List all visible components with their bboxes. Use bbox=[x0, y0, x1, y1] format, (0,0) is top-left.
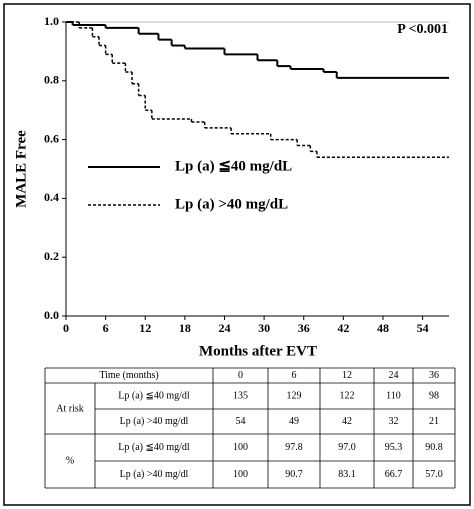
table-cell: 32 bbox=[389, 416, 399, 427]
table-row-label: Lp (a) ≦40 mg/dl bbox=[118, 390, 190, 401]
table-header: 24 bbox=[389, 370, 399, 381]
table-cell: 66.7 bbox=[385, 469, 403, 480]
table-cell: 100 bbox=[233, 469, 248, 480]
risk-table: Time (months) 0 6 12 24 36 At risk Lp (a) ≦40 m… bbox=[44, 367, 456, 489]
table-cell: 135 bbox=[233, 390, 248, 401]
x-tick-label: 54 bbox=[417, 321, 429, 335]
table-header: Time (months) bbox=[99, 370, 158, 381]
table-cell: 42 bbox=[342, 416, 352, 427]
y-tick-label: 0.6 bbox=[44, 131, 59, 145]
x-axis-label: Months after EVT bbox=[199, 343, 317, 359]
table-header: 6 bbox=[292, 370, 297, 381]
table-cell: 21 bbox=[429, 416, 439, 427]
y-tick-label: 0.0 bbox=[44, 308, 59, 322]
table-row-label: Lp (a) >40 mg/dl bbox=[120, 469, 189, 480]
table-cell: 83.1 bbox=[338, 469, 356, 480]
y-axis-label: MALE Free bbox=[13, 130, 29, 208]
table-header: 0 bbox=[238, 370, 243, 381]
table-cell: 97.8 bbox=[285, 442, 303, 453]
x-tick-label: 30 bbox=[258, 321, 270, 335]
x-tick-label: 18 bbox=[179, 321, 191, 335]
table-row-label: Lp (a) ≦40 mg/dl bbox=[118, 442, 190, 453]
legend-label: Lp (a) ≦40 mg/dL bbox=[175, 158, 292, 174]
table-cell: 90.8 bbox=[425, 442, 443, 453]
x-tick-label: 6 bbox=[103, 321, 109, 335]
x-tick-label: 0 bbox=[63, 321, 69, 335]
table-group-label: At risk bbox=[56, 403, 84, 414]
table-cell: 110 bbox=[386, 390, 401, 401]
table-row-label: Lp (a) >40 mg/dl bbox=[120, 416, 189, 427]
x-tick-label: 12 bbox=[139, 321, 151, 335]
legend-label: Lp (a) >40 mg/dL bbox=[175, 196, 288, 212]
y-tick-label: 0.4 bbox=[44, 190, 59, 204]
x-tick-label: 24 bbox=[218, 321, 230, 335]
y-tick-label: 1.0 bbox=[44, 14, 59, 28]
table-cell: 122 bbox=[340, 390, 355, 401]
p-value: P <0.001 bbox=[397, 22, 448, 37]
x-tick-label: 48 bbox=[377, 321, 389, 335]
table-cell: 57.0 bbox=[425, 469, 443, 480]
table-cell: 100 bbox=[233, 442, 248, 453]
table-cell: 90.7 bbox=[285, 469, 303, 480]
table-cell: 49 bbox=[289, 416, 299, 427]
table-header: 36 bbox=[429, 370, 439, 381]
x-tick-label: 36 bbox=[298, 321, 310, 335]
y-tick-label: 0.8 bbox=[44, 73, 59, 87]
y-tick-label: 0.2 bbox=[44, 249, 59, 263]
table-cell: 98 bbox=[429, 390, 439, 401]
table-group-label: % bbox=[66, 455, 74, 466]
table-cell: 129 bbox=[287, 390, 302, 401]
x-tick-label: 42 bbox=[337, 321, 349, 335]
table-cell: 54 bbox=[236, 416, 246, 427]
table-cell: 97.0 bbox=[338, 442, 356, 453]
table-header: 12 bbox=[342, 370, 352, 381]
frame bbox=[3, 3, 471, 506]
table-cell: 95.3 bbox=[385, 442, 403, 453]
